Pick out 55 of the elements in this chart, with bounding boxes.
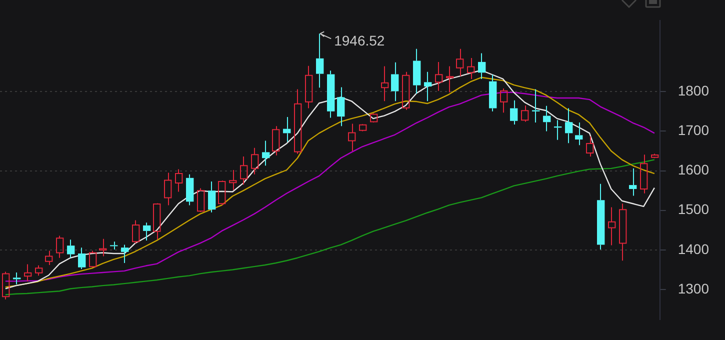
y-tick-label: 1500 xyxy=(678,201,710,218)
candlestick xyxy=(500,88,508,114)
candlestick xyxy=(532,88,540,124)
candlestick xyxy=(240,156,248,186)
candlestick xyxy=(56,235,64,258)
candlestick xyxy=(110,241,118,250)
y-tick-label: 1300 xyxy=(678,280,710,296)
candlestick xyxy=(424,71,432,102)
candlestick xyxy=(208,180,216,213)
candlestick xyxy=(186,174,194,206)
candlestick xyxy=(619,203,627,262)
candlestick xyxy=(337,86,345,127)
candlestick xyxy=(597,183,605,250)
candlestick xyxy=(640,154,648,194)
candlestick xyxy=(251,147,259,175)
candlestick xyxy=(24,264,32,282)
candlestick xyxy=(446,66,454,93)
candlestick xyxy=(435,61,443,92)
candlestick xyxy=(305,65,313,109)
candlestick xyxy=(413,48,421,94)
candlestick xyxy=(510,100,518,125)
candlestick xyxy=(629,168,637,196)
candlestick xyxy=(543,105,551,132)
candlestick xyxy=(381,66,389,102)
candlestick xyxy=(489,74,497,112)
annotation: 1946.52 xyxy=(334,32,385,49)
candlestick xyxy=(283,116,291,142)
candlestick xyxy=(143,222,151,241)
y-tick-label: 1800 xyxy=(678,82,710,98)
candlestick xyxy=(45,250,53,266)
candlestick xyxy=(78,247,86,270)
candlestick xyxy=(175,168,183,192)
y-tick-label: 1400 xyxy=(678,240,710,257)
candlestick xyxy=(608,206,616,246)
candlestick xyxy=(316,33,324,88)
y-tick-label: 1700 xyxy=(678,122,710,138)
candlestick xyxy=(121,244,129,264)
candlestick xyxy=(586,136,594,158)
candlestick xyxy=(327,70,335,118)
candlestick xyxy=(575,122,583,146)
candlestick xyxy=(153,202,161,240)
candlestick xyxy=(348,123,356,152)
candlestick xyxy=(13,272,21,285)
candlestick xyxy=(478,52,486,80)
candlestick xyxy=(164,172,172,206)
candlestick xyxy=(456,48,464,77)
candlestick xyxy=(294,88,302,154)
candlestick xyxy=(565,108,573,144)
y-tick-label: 1600 xyxy=(678,162,710,178)
candlestick xyxy=(467,58,475,80)
candlestick xyxy=(67,239,75,258)
candlestick xyxy=(391,62,399,102)
candlestick xyxy=(229,170,237,191)
candlestick xyxy=(262,140,270,166)
candlestick xyxy=(99,238,107,257)
